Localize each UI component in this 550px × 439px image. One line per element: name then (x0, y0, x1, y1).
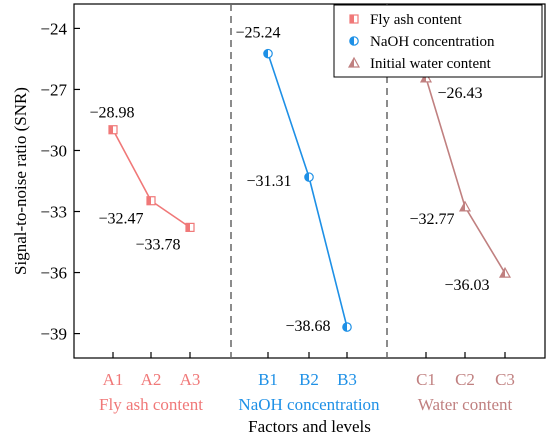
y-axis-title: Signal-to-noise ratio (SNR) (11, 87, 30, 275)
data-point (304, 172, 314, 182)
y-tick-label: −33 (40, 203, 67, 222)
legend-box (333, 4, 543, 78)
x-tick-label: C3 (495, 370, 515, 389)
legend-label: Initial water content (370, 56, 492, 72)
x-tick-label: C1 (416, 370, 436, 389)
x-tick-label: B2 (299, 370, 319, 389)
group-label: Water content (418, 395, 513, 414)
x-tick-label: A2 (141, 370, 162, 389)
x-axis-title: Factors and levels (248, 417, 371, 436)
group-label: Fly ash content (99, 395, 203, 414)
data-label: −33.78 (135, 236, 180, 253)
data-label: −25.24 (235, 25, 280, 42)
y-tick-label: −39 (40, 325, 67, 344)
x-tick-label: B3 (337, 370, 357, 389)
legend-label: NaOH concentration (370, 34, 495, 50)
data-point (498, 266, 512, 278)
data-label: −32.77 (409, 211, 454, 228)
data-label: −28.98 (89, 105, 134, 122)
data-point (108, 125, 118, 135)
x-tick-label: C2 (455, 370, 475, 389)
data-point (185, 222, 195, 232)
data-label: −32.47 (98, 211, 143, 228)
x-tick-label: A1 (103, 370, 124, 389)
legend-marker (349, 36, 359, 46)
data-point (342, 322, 352, 332)
legend-marker (349, 14, 359, 24)
data-point (146, 196, 156, 206)
legend-marker (347, 56, 361, 68)
x-tick-label: B1 (258, 370, 278, 389)
x-tick-label: A3 (180, 370, 201, 389)
data-label: −31.31 (246, 173, 291, 190)
legend-label: Fly ash content (370, 12, 462, 28)
data-point (263, 48, 273, 59)
series-line (267, 53, 348, 328)
data-label: −36.03 (444, 277, 489, 294)
legend: Fly ash content NaOH concentration Initial… (333, 4, 543, 78)
y-tick-label: −36 (40, 264, 67, 283)
group-label: NaOH concentration (238, 395, 380, 414)
y-tick-label: −27 (40, 80, 67, 99)
y-tick-label: −30 (40, 141, 67, 160)
data-label: −26.43 (437, 85, 482, 102)
series-line (425, 77, 506, 274)
data-point (458, 200, 472, 212)
y-tick-label: −24 (40, 19, 67, 38)
data-label: −38.68 (285, 318, 330, 335)
